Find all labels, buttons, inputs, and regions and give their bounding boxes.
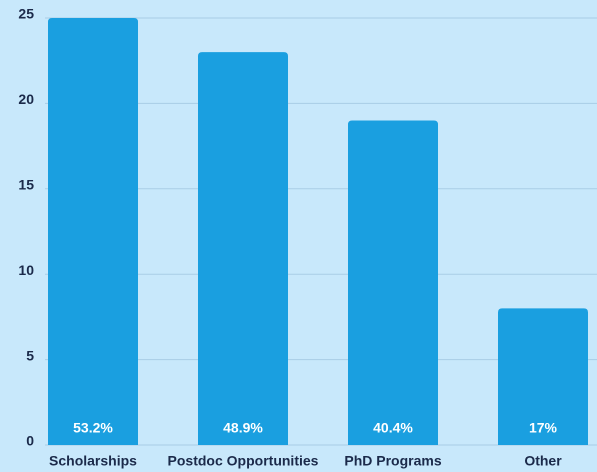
bar xyxy=(348,120,438,445)
bar-label: 53.2% xyxy=(73,420,113,436)
bar xyxy=(198,52,288,445)
y-tick-label: 10 xyxy=(18,262,34,278)
y-tick-label: 5 xyxy=(26,347,34,363)
bar-label: 40.4% xyxy=(373,420,413,436)
bar-label: 48.9% xyxy=(223,420,263,436)
bar xyxy=(498,308,588,445)
x-tick-label: PhD Programs xyxy=(344,453,441,469)
y-tick-label: 20 xyxy=(18,91,34,107)
x-tick-label: Postdoc Opportunities xyxy=(168,453,319,469)
x-tick-label: Scholarships xyxy=(49,453,137,469)
bar xyxy=(48,18,138,445)
x-tick-label: Other xyxy=(524,453,562,469)
y-tick-label: 0 xyxy=(26,433,34,449)
y-tick-label: 15 xyxy=(18,177,34,193)
y-tick-label: 25 xyxy=(18,6,34,22)
bar-label: 17% xyxy=(529,420,558,436)
